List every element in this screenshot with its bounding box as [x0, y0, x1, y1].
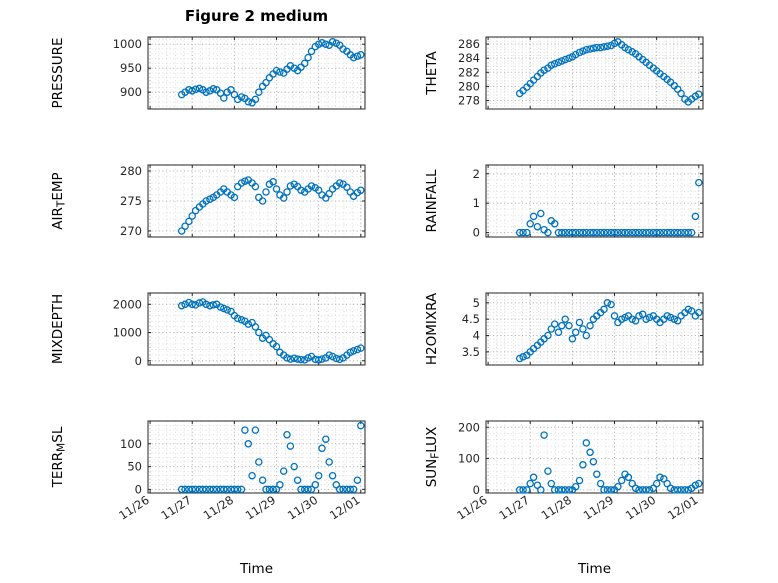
- svg-text:11/26: 11/26: [116, 493, 151, 523]
- svg-text:275: 275: [120, 194, 142, 208]
- svg-text:950: 950: [120, 61, 142, 75]
- scatter-series: [515, 431, 703, 494]
- subplot-mixdepth: 0 1000 2000 MIXDEPTH: [50, 292, 366, 368]
- x-tick-labels: 11/26 11/27 11/28 11/29 11/30 12/01: [454, 493, 700, 523]
- y-axis-label: TERRMSL: [50, 426, 68, 488]
- y-tick-labels: 3.5 4 4.5 5: [462, 296, 480, 359]
- subplot-grid: 900 950 1000 PRESSURE 278 280 282 284 286 THETA 27…: [0, 27, 778, 583]
- y-tick-labels: 0 1 2: [473, 167, 480, 240]
- svg-text:278: 278: [458, 94, 480, 108]
- subplot-rainfall: 0 1 2 RAINFALL: [424, 164, 704, 240]
- svg-text:280: 280: [120, 164, 142, 178]
- y-axis-label: RAINFALL: [424, 169, 440, 232]
- y-tick-labels: 0 1000 2000: [113, 297, 142, 367]
- y-axis-label: AIRTEMP: [50, 172, 68, 229]
- scatter-series: [177, 421, 365, 494]
- figure-title: Figure 2 medium: [184, 7, 329, 25]
- axis-ticks: [486, 293, 703, 365]
- axes-box: [147, 420, 366, 494]
- svg-text:2: 2: [473, 167, 480, 181]
- svg-text:270: 270: [120, 224, 142, 238]
- svg-text:3.5: 3.5: [462, 345, 480, 359]
- svg-text:11/29: 11/29: [243, 493, 278, 523]
- subplot-terr-msl: 0 50 100 TERRMSL 11/26 11/27 11/28 11/29 11/30 12…: [50, 420, 366, 577]
- y-tick-labels: 0 100 200: [458, 420, 480, 497]
- svg-text:12/01: 12/01: [327, 493, 362, 523]
- svg-text:11/28: 11/28: [539, 493, 574, 523]
- scatter-series: [515, 38, 703, 106]
- svg-text:5: 5: [473, 296, 480, 310]
- subplot-pressure: 900 950 1000 PRESSURE: [50, 36, 366, 110]
- axes-box: [147, 292, 366, 366]
- svg-text:900: 900: [120, 85, 142, 99]
- x-axis-label: Time: [577, 561, 611, 577]
- axes-box: [485, 292, 704, 366]
- svg-text:280: 280: [458, 79, 480, 93]
- svg-text:0: 0: [473, 483, 480, 497]
- y-tick-labels: 900 950 1000: [113, 37, 142, 99]
- y-axis-label: SUNFLUX: [424, 427, 442, 488]
- svg-text:1000: 1000: [113, 37, 142, 51]
- x-tick-labels: 11/26 11/27 11/28 11/29 11/30 12/01: [116, 493, 362, 523]
- subplot-air-temp: 270 275 280 AIRTEMP: [50, 164, 366, 238]
- grid-lines: [148, 420, 365, 493]
- svg-text:11/29: 11/29: [581, 493, 616, 523]
- svg-text:11/27: 11/27: [496, 493, 531, 523]
- svg-text:0: 0: [135, 354, 142, 368]
- svg-text:284: 284: [458, 51, 480, 65]
- svg-text:4: 4: [473, 329, 480, 343]
- svg-text:200: 200: [458, 420, 480, 434]
- svg-text:11/27: 11/27: [158, 493, 193, 523]
- svg-text:12/01: 12/01: [665, 493, 700, 523]
- axes-box: [147, 36, 366, 110]
- axis-ticks: [148, 165, 365, 237]
- svg-text:1000: 1000: [113, 326, 142, 340]
- y-axis-label: PRESSURE: [50, 38, 66, 109]
- axes-box: [485, 36, 704, 110]
- y-tick-labels: 0 50 100: [120, 437, 142, 497]
- subplot-h2omixra: 3.5 4 4.5 5 H2OMIXRA: [424, 292, 704, 366]
- axes-box: [485, 164, 704, 238]
- y-axis-label: THETA: [424, 51, 440, 96]
- y-tick-labels: 270 275 280: [120, 164, 142, 238]
- svg-text:11/30: 11/30: [285, 493, 320, 523]
- axes-box: [485, 420, 704, 494]
- svg-text:100: 100: [458, 452, 480, 466]
- figure-title-row: Figure 2 medium: [0, 0, 778, 27]
- svg-text:50: 50: [127, 460, 142, 474]
- scatter-series: [177, 38, 365, 107]
- svg-text:286: 286: [458, 37, 480, 51]
- scatter-series: [177, 176, 365, 235]
- svg-text:282: 282: [458, 65, 480, 79]
- y-axis-label: H2OMIXRA: [424, 292, 440, 365]
- plot-background: [486, 165, 703, 237]
- svg-text:11/26: 11/26: [454, 493, 489, 523]
- svg-text:1: 1: [473, 196, 480, 210]
- svg-text:2000: 2000: [113, 297, 142, 311]
- svg-text:11/28: 11/28: [201, 493, 236, 523]
- scatter-series: [177, 298, 365, 364]
- svg-text:100: 100: [120, 437, 142, 451]
- subplot-sun-flux: 0 100 200 SUNFLUX 11/26 11/27 11/28 11/29 11/30 1…: [424, 420, 704, 577]
- svg-text:11/30: 11/30: [623, 493, 658, 523]
- scatter-series: [515, 299, 703, 363]
- svg-text:0: 0: [473, 226, 480, 240]
- axis-ticks: [148, 293, 365, 365]
- grid-lines: [148, 292, 365, 365]
- scatter-series: [515, 178, 703, 237]
- x-axis-label: Time: [239, 561, 273, 577]
- axis-ticks: [486, 37, 703, 109]
- y-axis-label: MIXDEPTH: [50, 294, 66, 364]
- axis-ticks: [486, 165, 703, 237]
- svg-text:4.5: 4.5: [462, 312, 480, 326]
- svg-text:0: 0: [135, 482, 142, 496]
- axis-ticks: [148, 37, 365, 109]
